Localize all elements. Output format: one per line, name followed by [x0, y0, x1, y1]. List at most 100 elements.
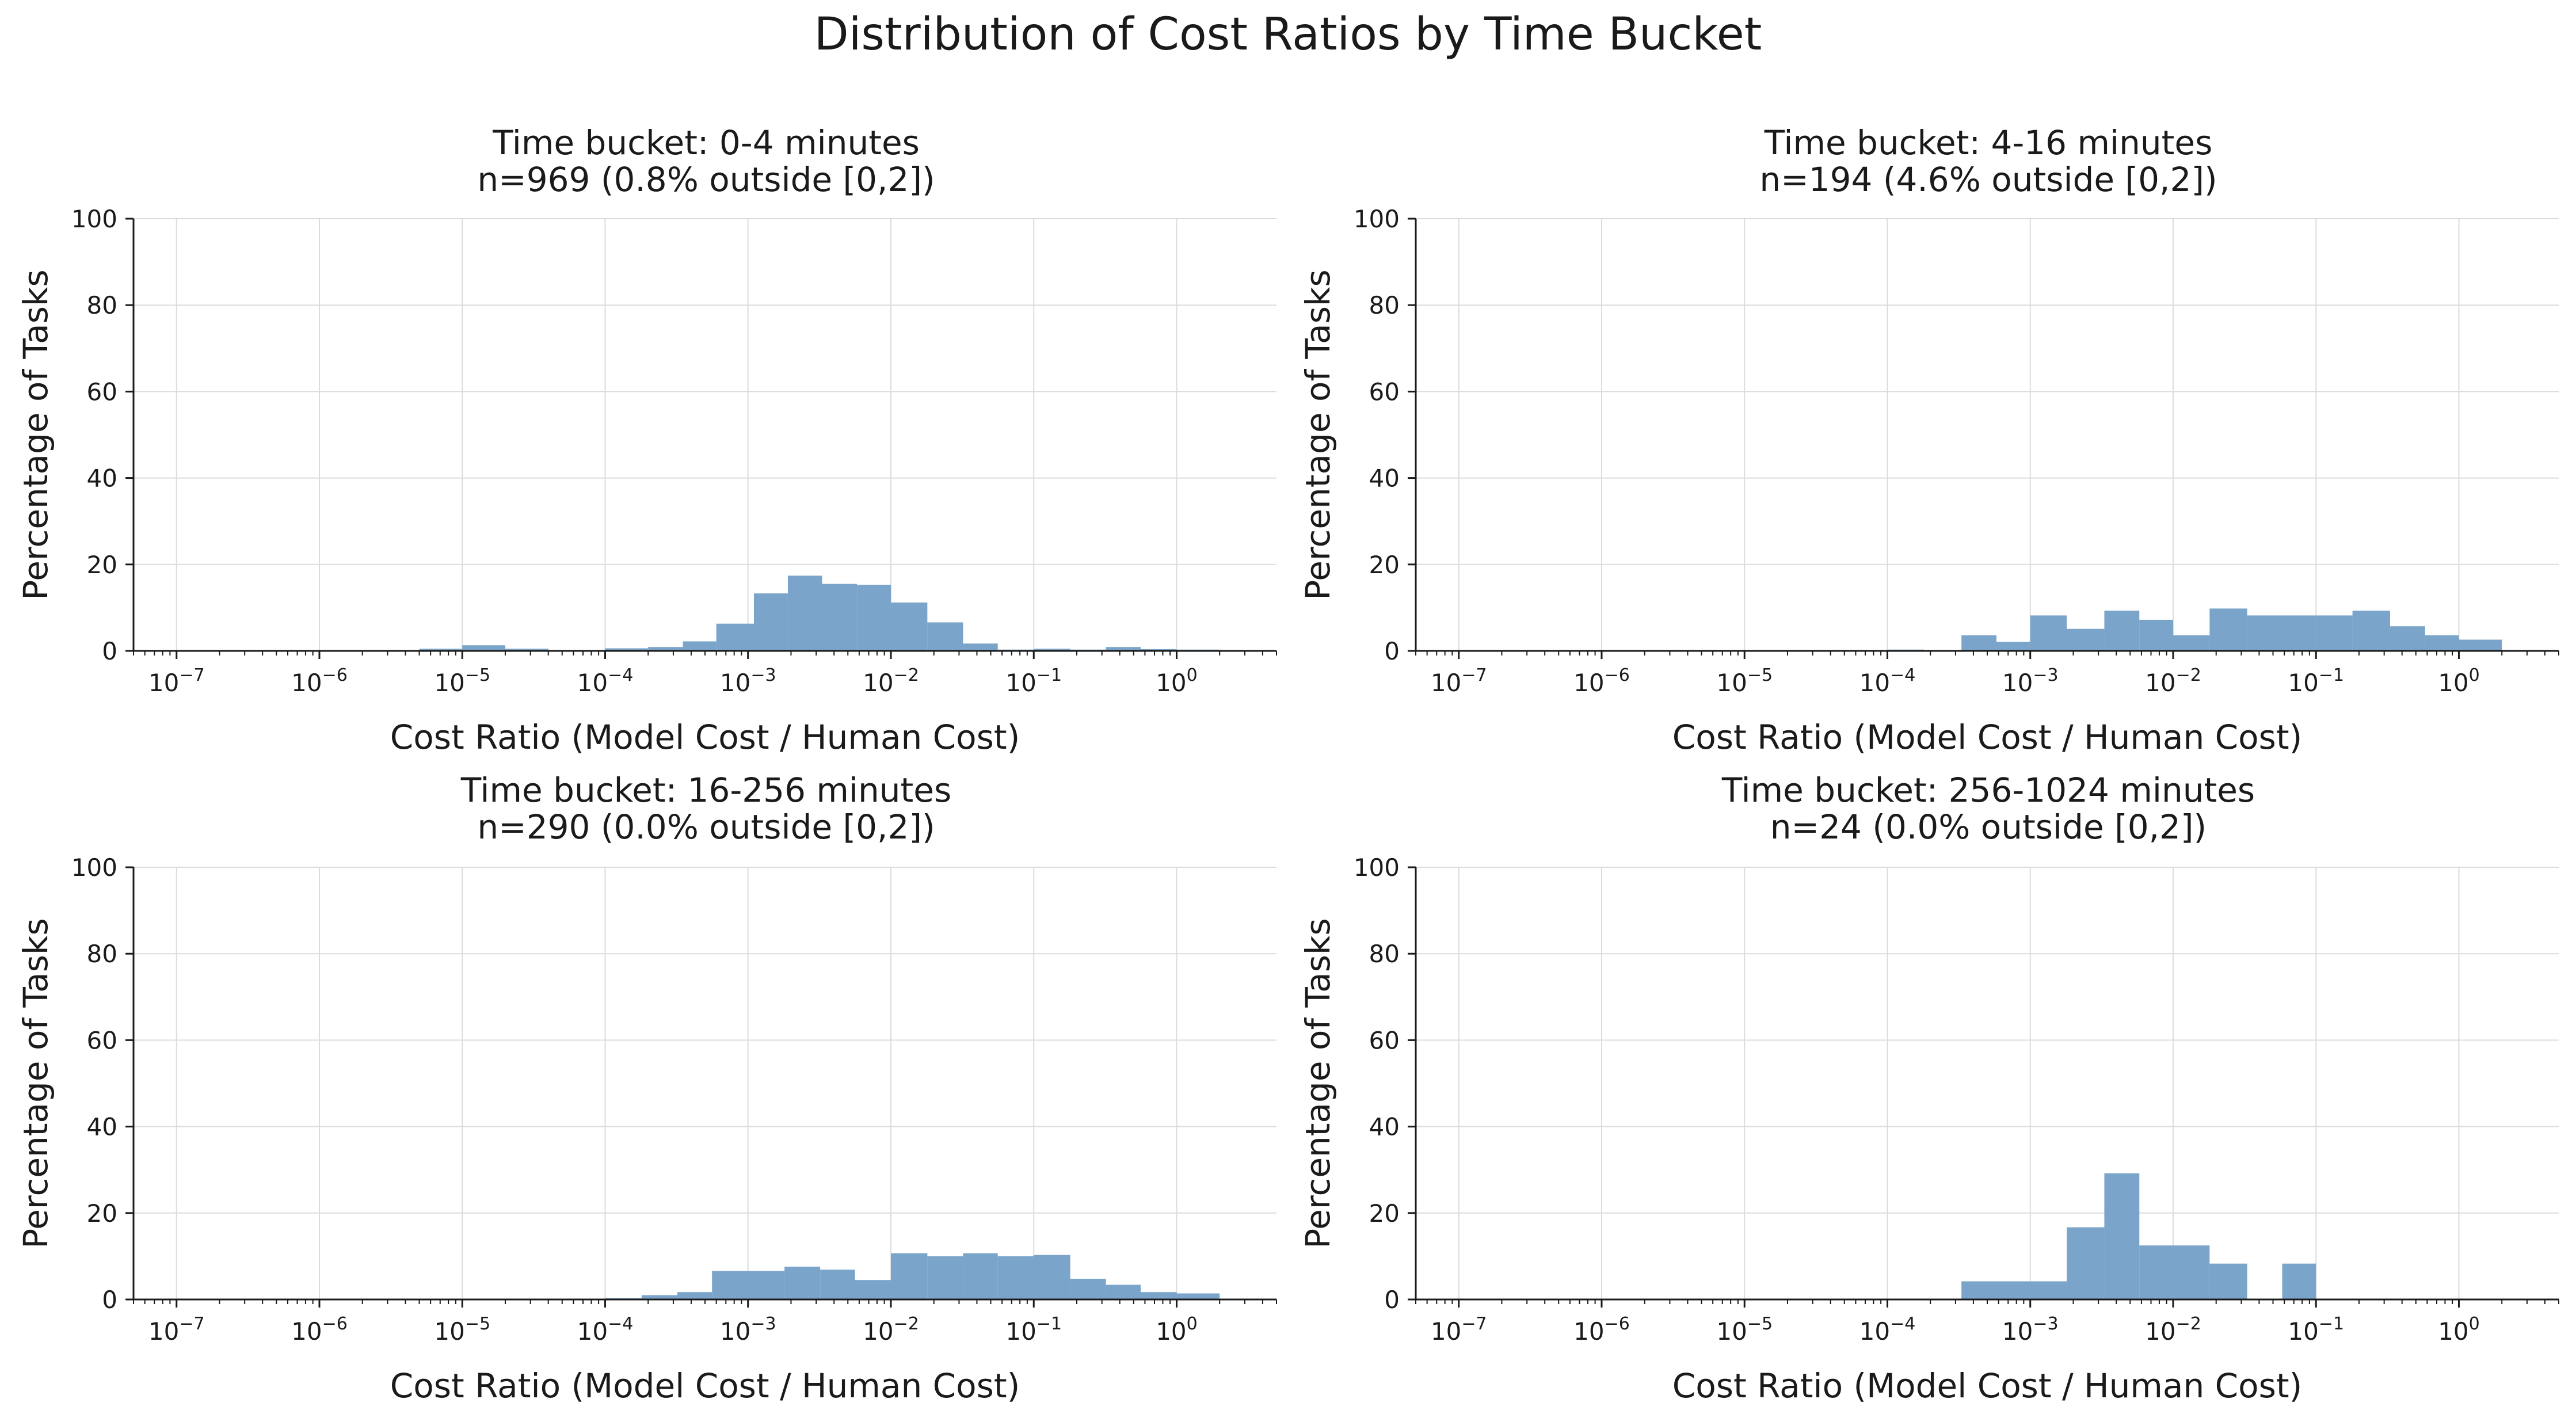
histogram-bar	[1106, 647, 1141, 651]
gridlines	[134, 867, 1276, 1300]
bars	[605, 1253, 1220, 1299]
x-tick-label: 10−5	[1716, 1314, 1773, 1346]
histogram-bar	[855, 1280, 891, 1299]
y-tick-label: 100	[1354, 853, 1400, 882]
x-tick-label: 10−7	[1431, 665, 1487, 697]
histogram-bar	[963, 643, 998, 651]
gridlines	[134, 218, 1276, 651]
histogram-bar	[716, 623, 754, 651]
x-axis-label: Cost Ratio (Model Cost / Human Cost)	[390, 718, 1020, 757]
x-tick-label: 10−6	[1573, 1314, 1630, 1346]
histogram-bar	[2209, 1263, 2247, 1299]
histogram-bar	[963, 1253, 998, 1299]
histogram-bar	[1140, 1292, 1177, 1299]
histogram-bar	[462, 645, 505, 651]
x-tick-label: 10−1	[1005, 665, 1062, 697]
histogram-bar	[784, 1266, 821, 1299]
histogram-bar	[754, 593, 788, 651]
histogram-bar	[857, 585, 891, 651]
histogram-plot: 0 20 40 60 80 100 10−7 10−6 10−5 10−4 10−3 10−2 10−1…	[1298, 205, 2559, 757]
histogram-bar	[2067, 1227, 2105, 1299]
y-tick-label: 100	[71, 853, 117, 882]
x-tick-label: 10−6	[291, 1314, 348, 1346]
x-tick-label: 10−1	[2288, 665, 2344, 697]
x-tick-label: 10−3	[2002, 1314, 2059, 1346]
y-tick-label: 40	[1369, 1113, 1400, 1141]
histogram-bar	[997, 1256, 1034, 1299]
y-tick-label: 60	[87, 1026, 117, 1054]
histogram-bar	[1106, 1285, 1141, 1299]
histogram-bar	[2282, 1263, 2316, 1299]
panel-subtitle: n=290 (0.0% outside [0,2])	[477, 807, 935, 847]
x-tick-label: 10−5	[434, 665, 490, 697]
x-tick-label: 100	[2438, 665, 2480, 697]
histogram-bar	[1961, 1281, 2067, 1299]
x-tick-label: 10−3	[720, 665, 776, 697]
histogram-bar	[822, 584, 858, 651]
histogram-plot: 0 20 40 60 80 100 10−7 10−6 10−5 10−4 10−3 10−2 10−1…	[16, 205, 1277, 757]
y-tick-label: 20	[1369, 1199, 1400, 1228]
panel-title: Time bucket: 0-4 minutes	[493, 123, 920, 162]
x-axis-label: Cost Ratio (Model Cost / Human Cost)	[390, 1366, 1020, 1405]
histogram-bar	[2316, 615, 2353, 651]
y-tick-label: 0	[1384, 637, 1400, 665]
y-axis-label: Percentage of Tasks	[1298, 918, 1337, 1248]
histogram-bar	[890, 602, 928, 651]
histogram-bar	[2067, 628, 2105, 651]
histogram-bar	[1961, 635, 1997, 651]
histogram-bar	[2173, 635, 2210, 651]
y-tick-label: 100	[1354, 205, 1400, 233]
histogram-bar	[1140, 649, 1177, 651]
y-tick-label: 0	[102, 637, 117, 665]
histogram-panel-0-4-minutes: Time bucket: 0-4 minutes n=969 (0.8% out…	[0, 115, 1288, 757]
x-tick-label: 10−1	[1005, 1314, 1062, 1346]
x-tick-label: 10−3	[2002, 665, 2059, 697]
x-tick-label: 100	[1156, 665, 1198, 697]
histogram-bar	[748, 1271, 785, 1299]
histogram-bar	[2459, 639, 2502, 651]
histogram-bar	[2390, 626, 2425, 651]
y-tick-label: 20	[1369, 551, 1400, 579]
y-axis-label: Percentage of Tasks	[1298, 269, 1337, 600]
histogram-bar	[605, 648, 649, 651]
histogram-bar	[712, 1271, 748, 1299]
x-tick-label: 10−7	[1431, 1314, 1487, 1346]
histogram-bar	[641, 1295, 677, 1299]
histogram-panel-256-1024-minutes: Time bucket: 256-1024 minutes n=24 (0.0%…	[1288, 763, 2576, 1413]
histogram-bar	[505, 649, 548, 651]
y-tick-label: 80	[87, 940, 117, 968]
y-tick-label: 0	[102, 1286, 117, 1314]
x-tick-label: 10−2	[2145, 1314, 2201, 1346]
panel-subtitle: n=969 (0.8% outside [0,2])	[477, 160, 935, 199]
x-tick-label: 10−4	[1859, 665, 1916, 697]
y-tick-label: 60	[1369, 378, 1400, 406]
bars	[1961, 1173, 2316, 1299]
y-tick-label: 40	[1369, 464, 1400, 493]
histogram-bar	[2104, 611, 2140, 651]
histogram-bar	[1176, 1293, 1220, 1299]
x-tick-label: 10−2	[863, 665, 919, 697]
histogram-bar	[2139, 619, 2173, 651]
x-tick-label: 10−4	[577, 1314, 634, 1346]
x-tick-label: 10−2	[863, 1314, 919, 1346]
histogram-bar	[820, 1270, 855, 1299]
histogram-bar	[1034, 1255, 1070, 1299]
histogram-bar	[2139, 1245, 2210, 1299]
x-tick-label: 10−5	[434, 1314, 490, 1346]
gridlines	[1416, 218, 2559, 651]
histogram-panel-4-16-minutes: Time bucket: 4-16 minutes n=194 (4.6% ou…	[1288, 115, 2576, 757]
y-tick-label: 20	[87, 551, 117, 579]
x-axis-label: Cost Ratio (Model Cost / Human Cost)	[1672, 718, 2302, 757]
panel-title: Time bucket: 16-256 minutes	[460, 771, 952, 810]
y-tick-label: 100	[71, 205, 117, 233]
x-tick-label: 10−6	[291, 665, 348, 697]
panel-title: Time bucket: 4-16 minutes	[1764, 123, 2213, 162]
y-tick-label: 60	[87, 378, 117, 406]
x-tick-label: 10−4	[577, 665, 634, 697]
histogram-bar	[1070, 1278, 1106, 1299]
y-tick-label: 80	[1369, 291, 1400, 319]
histogram-bar	[2209, 608, 2247, 651]
histogram-bar	[683, 641, 717, 651]
histogram-bar	[787, 575, 822, 651]
